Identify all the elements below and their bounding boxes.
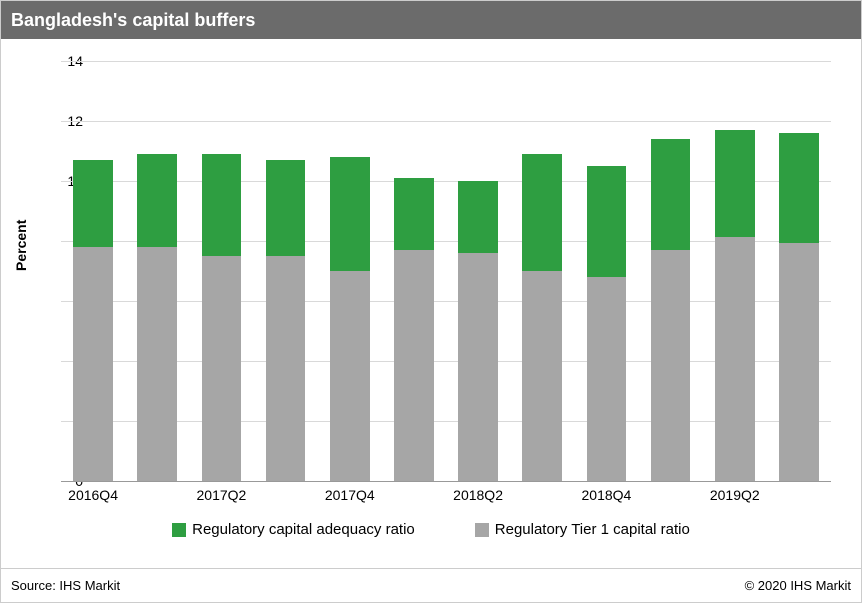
bar-segment xyxy=(587,277,627,481)
bar-segment xyxy=(458,181,498,253)
bar-segment xyxy=(137,247,177,481)
x-tick-label: 2019Q2 xyxy=(710,487,760,503)
bar-group xyxy=(394,61,434,481)
bar-segment xyxy=(330,157,370,271)
bar-group xyxy=(202,61,242,481)
bar-group xyxy=(458,61,498,481)
title-bar: Bangladesh's capital buffers xyxy=(1,1,861,39)
bar-segment xyxy=(587,166,627,277)
plot-area xyxy=(61,61,831,481)
bar-group xyxy=(715,61,755,481)
bar-segment xyxy=(651,139,691,250)
bar-segment xyxy=(137,154,177,247)
x-tick-label: 2018Q2 xyxy=(453,487,503,503)
chart-title: Bangladesh's capital buffers xyxy=(11,10,255,31)
x-axis-line xyxy=(61,481,831,482)
legend: Regulatory capital adequacy ratio Regula… xyxy=(1,521,861,538)
chart-container: Bangladesh's capital buffers Percent 024… xyxy=(0,0,862,603)
bar-segment xyxy=(394,250,434,481)
bar-group xyxy=(779,61,819,481)
bar-group xyxy=(266,61,306,481)
bar-segment xyxy=(715,130,755,237)
bar-segment xyxy=(522,154,562,271)
legend-item-adequacy: Regulatory capital adequacy ratio xyxy=(172,521,415,538)
footer: Source: IHS Markit © 2020 IHS Markit xyxy=(1,568,861,602)
bar-group xyxy=(522,61,562,481)
bar-group xyxy=(73,61,113,481)
bar-segment xyxy=(779,243,819,482)
bar-segment xyxy=(651,250,691,481)
bar-group xyxy=(330,61,370,481)
bar-segment xyxy=(779,133,819,243)
source-text: Source: IHS Markit xyxy=(11,578,120,593)
bar-segment xyxy=(202,256,242,481)
x-tick-label: 2016Q4 xyxy=(68,487,118,503)
copyright-text: © 2020 IHS Markit xyxy=(745,578,851,593)
bar-segment xyxy=(73,160,113,247)
legend-label-adequacy: Regulatory capital adequacy ratio xyxy=(192,521,415,538)
x-tick-label: 2017Q2 xyxy=(196,487,246,503)
legend-swatch-adequacy xyxy=(172,523,186,537)
bar-segment xyxy=(266,256,306,481)
legend-swatch-tier1 xyxy=(475,523,489,537)
bar-group xyxy=(651,61,691,481)
legend-label-tier1: Regulatory Tier 1 capital ratio xyxy=(495,521,690,538)
y-axis-label: Percent xyxy=(13,220,29,271)
bar-segment xyxy=(458,253,498,481)
x-tick-label: 2018Q4 xyxy=(581,487,631,503)
bar-segment xyxy=(394,178,434,250)
bar-segment xyxy=(202,154,242,256)
x-tick-label: 2017Q4 xyxy=(325,487,375,503)
bar-group xyxy=(587,61,627,481)
bar-segment xyxy=(715,237,755,482)
bar-group xyxy=(137,61,177,481)
legend-item-tier1: Regulatory Tier 1 capital ratio xyxy=(475,521,690,538)
bar-segment xyxy=(73,247,113,481)
bar-segment xyxy=(522,271,562,481)
bar-segment xyxy=(330,271,370,481)
bar-segment xyxy=(266,160,306,256)
